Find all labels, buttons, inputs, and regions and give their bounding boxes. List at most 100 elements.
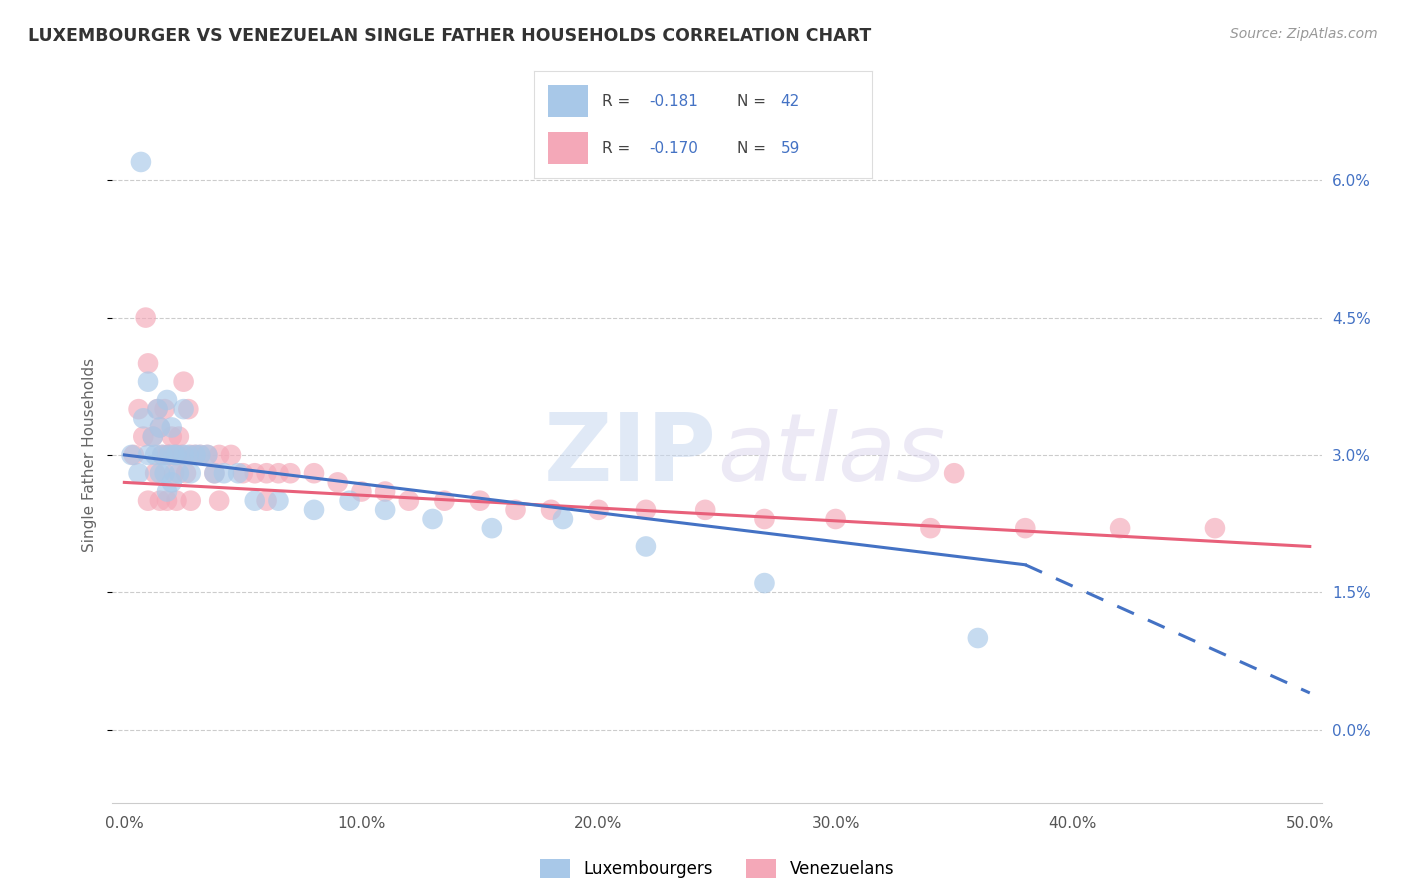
Point [136,356,159,370]
Text: -0.181: -0.181 [650,94,697,109]
Point [132,411,155,425]
Point [1204,521,1226,535]
Point [156,392,179,407]
Point [540,503,562,517]
Point [302,467,325,481]
Point [505,503,527,517]
Point [204,467,226,481]
Point [184,448,207,462]
Point [339,493,361,508]
Point [167,467,190,481]
Point [177,402,200,417]
Point [1109,521,1132,535]
Point [422,512,444,526]
Point [754,512,776,526]
Point [374,503,396,517]
Text: -0.170: -0.170 [650,141,697,156]
Point [219,448,242,462]
Point [163,467,186,481]
Point [135,310,157,325]
Text: LUXEMBOURGER VS VENEZUELAN SINGLE FATHER HOUSEHOLDS CORRELATION CHART: LUXEMBOURGER VS VENEZUELAN SINGLE FATHER… [28,27,872,45]
Point [278,467,301,481]
Point [160,475,183,490]
Point [166,493,188,508]
Point [267,467,290,481]
Point [177,448,200,462]
Point [143,467,166,481]
Point [374,484,396,499]
Point [326,475,349,490]
Text: atlas: atlas [717,409,945,500]
Text: R =: R = [602,141,636,156]
Point [208,493,231,508]
Text: Source: ZipAtlas.com: Source: ZipAtlas.com [1230,27,1378,41]
Bar [548,86,588,118]
Point [173,448,195,462]
Bar [548,132,588,164]
Point [243,493,266,508]
Point [481,521,503,535]
Point [943,467,966,481]
Point [128,467,150,481]
Point [142,429,165,443]
Point [163,448,186,462]
Point [267,493,290,508]
Point [754,576,776,591]
Point [132,429,155,443]
Text: 59: 59 [780,141,800,156]
Y-axis label: Single Father Households: Single Father Households [82,358,97,552]
Point [551,512,574,526]
Point [195,448,218,462]
Point [146,402,169,417]
Text: N =: N = [737,94,770,109]
Point [588,503,610,517]
Point [634,503,657,517]
Point [128,402,150,417]
Point [143,448,166,462]
Point [170,448,193,462]
Point [153,402,176,417]
Point [1014,521,1036,535]
Point [136,448,159,462]
Point [146,402,169,417]
Point [120,448,142,462]
Text: N =: N = [737,141,770,156]
Point [150,448,173,462]
Point [188,448,211,462]
Point [153,467,176,481]
Point [156,493,179,508]
Point [122,448,145,462]
Point [166,448,188,462]
Point [195,448,218,462]
Point [174,467,197,481]
Point [468,493,491,508]
Point [173,402,195,417]
Point [136,375,159,389]
Point [204,467,226,481]
Point [149,493,172,508]
Point [433,493,456,508]
Point [208,448,231,462]
Point [920,521,942,535]
Point [226,467,249,481]
Point [184,448,207,462]
Point [188,448,211,462]
Point [166,448,188,462]
Point [695,503,717,517]
Text: 42: 42 [780,94,800,109]
Point [824,512,846,526]
Point [149,467,172,481]
Point [157,448,180,462]
Point [256,493,278,508]
Point [157,448,180,462]
Point [136,493,159,508]
Point [180,448,202,462]
Point [180,493,202,508]
Point [966,631,988,645]
Point [634,540,657,554]
Text: ZIP: ZIP [544,409,717,501]
Point [180,467,202,481]
Point [302,503,325,517]
Point [149,420,172,434]
Point [156,448,179,462]
